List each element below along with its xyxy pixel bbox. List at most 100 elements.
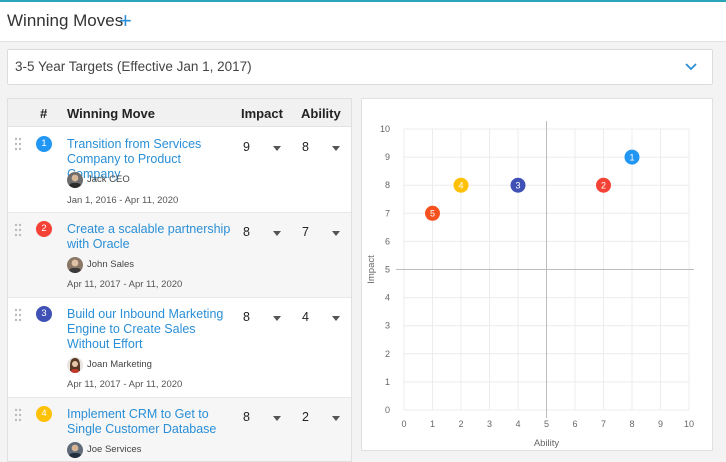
x-tick-label: 10 (684, 419, 694, 429)
x-tick-label: 1 (430, 419, 435, 429)
impact-ability-scatter-chart: 0 1 2 3 4 5 6 7 8 9 10 0 1 2 3 4 5 6 7 8 9 10 Ability Impact 1 2 3… (366, 121, 694, 449)
impact-select[interactable]: 8 (243, 409, 287, 427)
caret-down-icon (332, 416, 340, 421)
x-tick-label: 6 (572, 419, 577, 429)
caret-down-icon (273, 416, 281, 421)
x-tick-label: 0 (401, 419, 406, 429)
x-tick-label: 7 (601, 419, 606, 429)
column-header-impact: Impact (241, 106, 283, 121)
table-row: 2 Create a scalable partnership with Ora… (8, 213, 351, 298)
caret-down-icon (332, 231, 340, 236)
y-tick-label: 2 (385, 349, 390, 359)
column-header-ability: Ability (301, 106, 341, 121)
column-header-number: # (40, 106, 48, 121)
drag-handle-icon[interactable] (14, 223, 22, 237)
rank-badge: 2 (36, 221, 52, 237)
data-point-1 (624, 149, 640, 165)
x-tick-label: 2 (458, 419, 463, 429)
y-tick-label: 5 (385, 265, 390, 275)
y-tick-label: 4 (385, 293, 390, 303)
ability-select[interactable]: 4 (302, 309, 346, 327)
winning-move-link[interactable]: Transition from Services Company to Prod… (67, 137, 202, 181)
owner-name: John Sales (87, 259, 135, 270)
avatar (67, 357, 83, 373)
owner-name: Jack CEO (87, 174, 130, 185)
x-axis-label: Ability (534, 438, 560, 449)
top-accent-line (0, 0, 726, 2)
winning-move-link[interactable]: Build our Inbound Marketing Engine to Cr… (67, 307, 224, 351)
owner-name: Joan Marketing (87, 359, 152, 370)
data-point-3 (510, 177, 526, 193)
ability-value: 7 (302, 225, 309, 239)
caret-down-icon (332, 146, 340, 151)
y-tick-label: 9 (385, 152, 390, 162)
date-range: Apr 11, 2017 - Apr 11, 2020 (67, 279, 183, 290)
y-tick-label: 7 (385, 208, 390, 218)
avatar (67, 172, 83, 188)
winning-moves-table: # Winning Move Impact Ability 1 Transiti… (7, 98, 352, 462)
table-header: # Winning Move Impact Ability (8, 99, 351, 127)
x-tick-label: 8 (629, 419, 634, 429)
ability-select[interactable]: 7 (302, 224, 346, 242)
data-point-4 (453, 177, 469, 193)
caret-down-icon (273, 316, 281, 321)
y-tick-label: 3 (385, 321, 390, 331)
ability-select[interactable]: 2 (302, 409, 346, 427)
y-tick-label: 6 (385, 236, 390, 246)
y-tick-label: 1 (385, 377, 390, 387)
impact-value: 9 (243, 140, 250, 154)
table-row: 3 Build our Inbound Marketing Engine to … (8, 298, 351, 398)
table-row: 4 Implement CRM to Get to Single Custome… (8, 398, 351, 461)
winning-move-link[interactable]: Implement CRM to Get to Single Customer … (67, 407, 217, 436)
avatar (67, 257, 83, 273)
impact-value: 8 (243, 310, 250, 324)
rank-badge: 3 (36, 306, 52, 322)
y-axis-label: Impact (366, 255, 377, 284)
drag-handle-icon[interactable] (14, 137, 22, 151)
drag-handle-icon[interactable] (14, 308, 22, 322)
column-header-winning-move: Winning Move (67, 106, 155, 121)
ability-value: 4 (302, 310, 309, 324)
x-tick-label: 9 (658, 419, 663, 429)
winning-move-link[interactable]: Create a scalable partnership with Oracl… (67, 222, 231, 251)
caret-down-icon (273, 146, 281, 151)
data-point-label: 4 (458, 181, 463, 191)
add-winning-move-button[interactable]: + (119, 8, 132, 33)
caret-down-icon (332, 316, 340, 321)
data-point-2 (596, 177, 611, 193)
rank-badge: 4 (36, 406, 52, 422)
impact-select[interactable]: 8 (243, 309, 287, 327)
data-point-label: 1 (629, 152, 634, 162)
impact-select[interactable]: 8 (243, 224, 287, 242)
y-tick-label: 0 (385, 405, 390, 415)
impact-ability-chart-panel: 0 1 2 3 4 5 6 7 8 9 10 0 1 2 3 4 5 6 7 8 9 10 Ability Impact 1 2 3… (361, 98, 713, 451)
rank-badge: 1 (36, 136, 52, 152)
x-tick-label: 4 (515, 419, 520, 429)
ability-select[interactable]: 8 (302, 139, 346, 157)
y-tick-label: 10 (380, 124, 390, 134)
page-header: Winning Moves + (0, 2, 726, 42)
date-range: Jan 1, 2016 - Apr 11, 2020 (67, 195, 179, 206)
y-tick-label: 8 (385, 180, 390, 190)
impact-value: 8 (243, 225, 250, 239)
impact-value: 8 (243, 410, 250, 424)
x-tick-label: 3 (487, 419, 492, 429)
drag-handle-icon[interactable] (14, 408, 22, 422)
ability-value: 2 (302, 410, 309, 424)
ability-value: 8 (302, 140, 309, 154)
caret-down-icon (273, 231, 281, 236)
data-point-label: 2 (601, 181, 606, 191)
targets-dropdown-label: 3-5 Year Targets (Effective Jan 1, 2017) (15, 59, 252, 74)
impact-select[interactable]: 9 (243, 139, 287, 157)
targets-dropdown[interactable]: 3-5 Year Targets (Effective Jan 1, 2017) (7, 49, 713, 85)
data-point-label: 3 (515, 181, 520, 191)
avatar (67, 442, 83, 458)
chevron-down-icon (685, 63, 697, 71)
table-row: 1 Transition from Services Company to Pr… (8, 127, 351, 213)
data-point-5 (425, 205, 440, 221)
owner-name: Joe Services (87, 444, 142, 455)
date-range: Apr 11, 2017 - Apr 11, 2020 (67, 379, 183, 390)
data-point-label: 5 (430, 209, 435, 219)
x-tick-label: 5 (544, 419, 549, 429)
page-title: Winning Moves (7, 11, 124, 30)
